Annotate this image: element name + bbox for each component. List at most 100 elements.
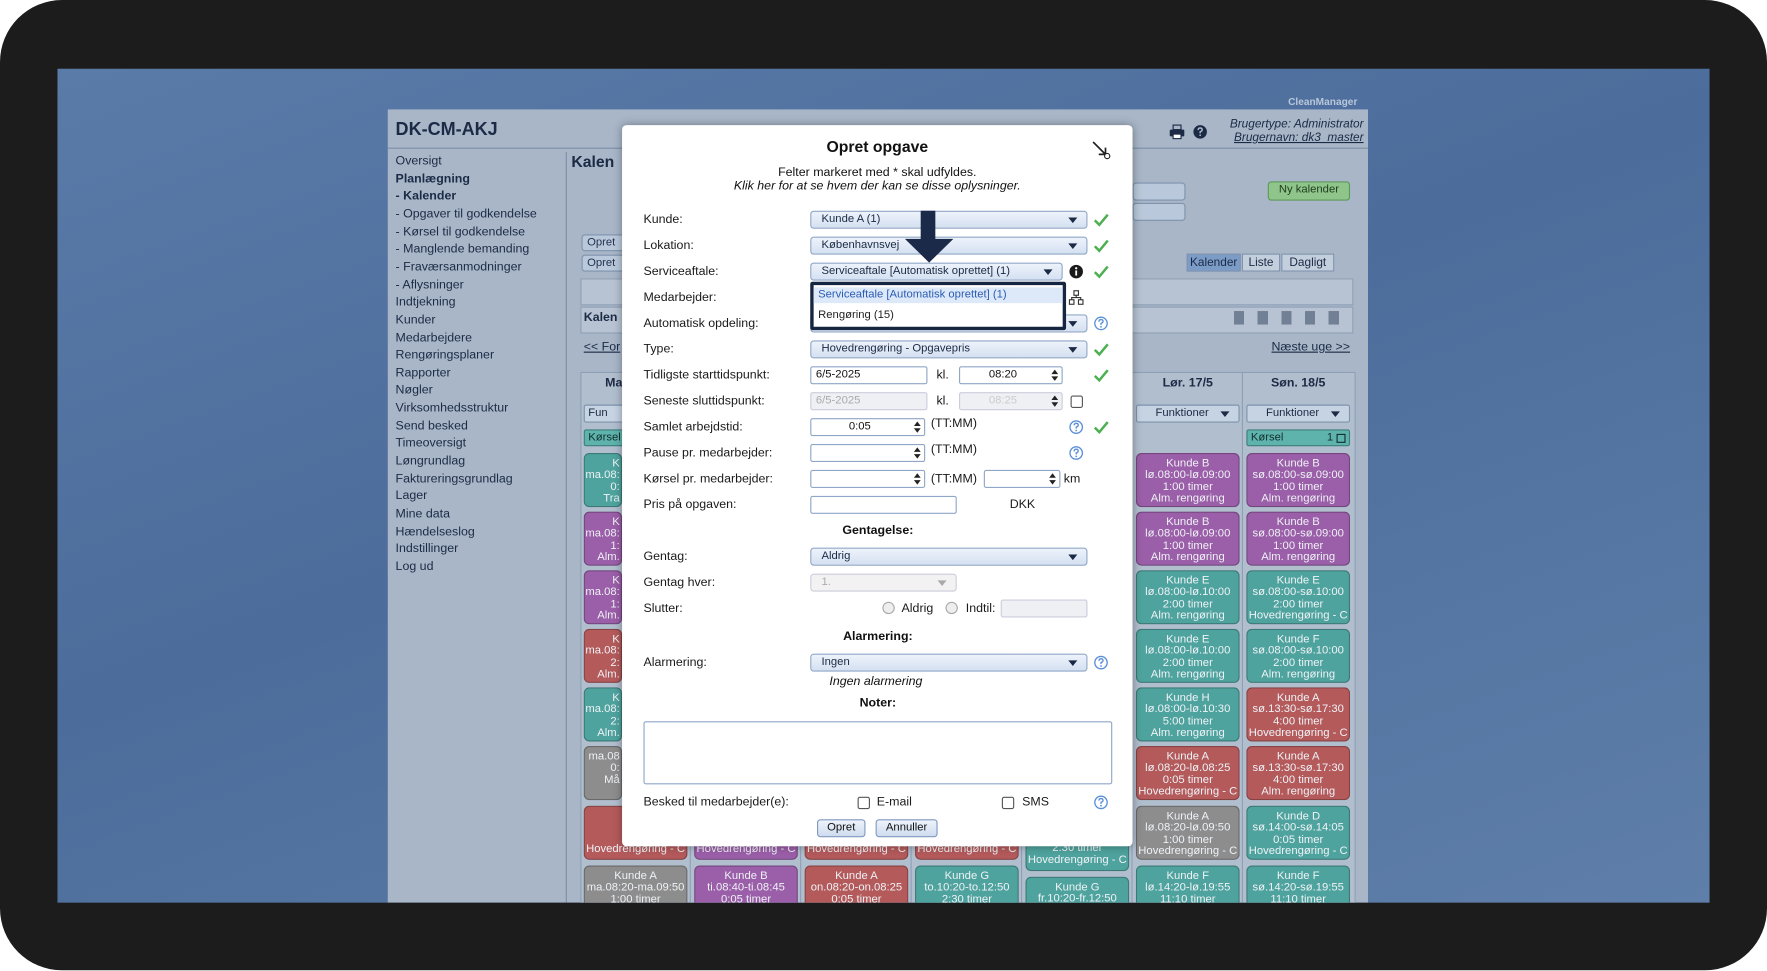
menu-item[interactable]: Planlægning — [395, 172, 470, 186]
create-button[interactable]: Opret — [817, 819, 866, 838]
menu-item[interactable]: Indtjekning — [395, 295, 456, 309]
menu-item[interactable]: Nøgler — [395, 383, 433, 398]
time-input[interactable]: 08:20 — [959, 366, 1063, 385]
duration-input[interactable]: 0:05 — [810, 418, 926, 437]
notes-textarea[interactable] — [643, 721, 1113, 785]
repeat-select[interactable]: Aldrig — [810, 547, 1088, 566]
alarm-select[interactable]: Ingen — [810, 653, 1088, 672]
create-button[interactable]: Opret — [581, 234, 627, 252]
drive-icon[interactable] — [1336, 433, 1346, 443]
cancel-button[interactable]: Annuller — [875, 819, 938, 838]
menu-item[interactable]: - Opgaver til godkendelse — [395, 207, 537, 221]
functions-button[interactable]: Funktioner — [1246, 404, 1351, 423]
prev-week-link[interactable]: << For — [583, 340, 621, 354]
menu-item[interactable]: Oversigt — [395, 154, 442, 168]
location-select[interactable]: Københavnsvej — [810, 236, 1088, 255]
menu-item[interactable]: Hændelseslog — [395, 524, 475, 539]
duration-input[interactable] — [810, 444, 926, 463]
functions-button[interactable]: Fun — [583, 404, 625, 423]
menu-item[interactable]: Mine data — [395, 507, 450, 521]
help-icon[interactable] — [1093, 793, 1109, 811]
new-calendar-button[interactable]: Ny kalender — [1267, 181, 1351, 201]
agreement-select[interactable]: Serviceaftale [Automatisk oprettet] (1) — [810, 262, 1063, 281]
visibility-link[interactable]: Klik her for at se hvem der kan se disse… — [733, 179, 1021, 193]
menu-item[interactable]: Rengøringsplaner — [395, 348, 495, 362]
customer-select[interactable]: Kunde A (1) — [810, 210, 1088, 229]
menu-item[interactable]: - Fraværsanmodninger — [395, 260, 522, 274]
menu-item[interactable]: Rapporter — [395, 366, 451, 380]
menu-item[interactable]: Log ud — [395, 560, 434, 574]
menu-item[interactable]: Medarbejdere — [395, 330, 473, 345]
task-card[interactable]: ma.08 0: Må — [583, 746, 623, 801]
drive-bar[interactable]: Kørsel — [583, 429, 625, 447]
help-icon[interactable] — [1093, 654, 1109, 672]
print-icon[interactable] — [1169, 123, 1185, 141]
menu-item[interactable]: - Kørsel til godkendelse — [395, 224, 526, 239]
help-icon[interactable] — [1068, 418, 1084, 436]
info-icon[interactable] — [1068, 263, 1084, 281]
checkbox[interactable] — [1070, 395, 1083, 408]
distance-input[interactable] — [983, 469, 1061, 488]
org-icon[interactable] — [1068, 288, 1084, 306]
checkbox[interactable] — [1001, 796, 1015, 810]
functions-button[interactable]: Funktioner — [1135, 404, 1240, 423]
view-tab[interactable]: Kalender — [1186, 253, 1241, 272]
view-tab[interactable]: Liste — [1241, 253, 1281, 272]
menu-item[interactable]: - Kalender — [395, 189, 457, 204]
menu-item[interactable]: Virksomhedsstruktur — [395, 401, 509, 415]
menu-item[interactable]: Send besked — [395, 418, 468, 433]
checkbox[interactable] — [857, 796, 870, 810]
view-tab[interactable]: Dagligt — [1281, 253, 1335, 272]
menu-item[interactable]: Kunder — [395, 313, 436, 327]
menu-item[interactable]: Lager — [395, 489, 428, 503]
help-icon[interactable] — [1192, 123, 1208, 141]
help-icon[interactable] — [1068, 444, 1084, 462]
menu-item[interactable]: - Aflysninger — [395, 277, 464, 292]
toolbar-buttons[interactable] — [1132, 182, 1186, 201]
menu-item[interactable]: Indstillinger — [395, 542, 459, 556]
dropdown-option[interactable]: Serviceaftale [Automatisk oprettet] (1) — [813, 287, 1063, 304]
menu-item[interactable]: Løngrundlag — [395, 454, 466, 468]
menu-item[interactable]: Timeoversigt — [395, 436, 467, 451]
drive-bar[interactable]: Kørsel 1 — [1246, 429, 1351, 447]
next-week-link[interactable]: Næste uge >> — [1271, 340, 1351, 354]
help-icon[interactable] — [1093, 314, 1109, 332]
create-button[interactable]: Opret — [581, 254, 627, 272]
close-button[interactable] — [1091, 140, 1111, 160]
price-input[interactable] — [810, 495, 957, 514]
dropdown-option[interactable]: Rengøring (15) — [818, 308, 894, 322]
menu-item[interactable]: Faktureringsgrundlag — [395, 471, 513, 486]
type-select[interactable]: Hovedrengøring - Opgavepris — [810, 340, 1088, 359]
date-input[interactable]: 6/5-2025 — [810, 366, 928, 385]
duration-input[interactable] — [810, 469, 926, 488]
toolbar-buttons[interactable] — [1132, 202, 1186, 221]
menu-item[interactable]: - Manglende bemanding — [395, 242, 530, 257]
calendar-icons[interactable] — [1233, 311, 1347, 325]
